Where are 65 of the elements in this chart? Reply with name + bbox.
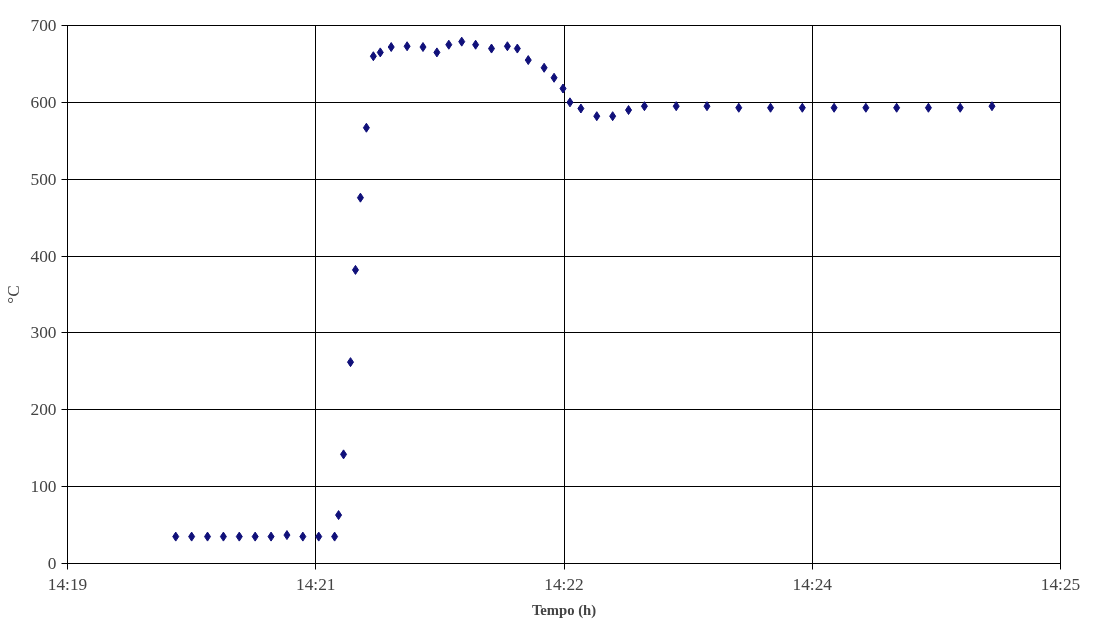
point (356, 192, 364, 203)
y-tick-label: 600 (30, 92, 57, 112)
point (988, 101, 996, 112)
point (235, 531, 243, 542)
point (767, 102, 775, 113)
point (347, 357, 355, 368)
point (577, 103, 585, 114)
y-tick-label: 0 (47, 554, 57, 573)
y-tick-label: 400 (30, 246, 57, 266)
point (419, 42, 427, 53)
x-tick-label: 14:22 (544, 574, 584, 594)
y-tick-label: 300 (30, 323, 57, 343)
x-tick-label: 14:25 (1040, 574, 1081, 594)
point (331, 531, 339, 542)
point (172, 531, 180, 542)
y-tick-label: 700 (30, 16, 57, 35)
point (403, 41, 411, 52)
point (340, 449, 348, 460)
point (315, 531, 323, 542)
point (524, 55, 532, 66)
point (703, 101, 711, 112)
point (376, 47, 384, 58)
point (362, 122, 370, 133)
point (369, 51, 377, 62)
point (387, 42, 395, 53)
x-axis-title: Tempo (h) (531, 601, 597, 619)
point (188, 531, 196, 542)
point (559, 83, 567, 94)
point (472, 39, 480, 50)
point (593, 111, 601, 122)
point (640, 101, 648, 112)
point (550, 72, 558, 83)
point (251, 531, 259, 542)
point (351, 264, 359, 275)
point (503, 41, 511, 52)
point (219, 531, 227, 542)
point (625, 105, 633, 116)
point (798, 102, 806, 113)
y-tick-label: 100 (30, 477, 57, 497)
point (335, 510, 343, 521)
y-tick-label: 200 (30, 400, 57, 420)
point (488, 43, 496, 54)
point (893, 102, 901, 113)
point (609, 111, 617, 122)
point (566, 97, 574, 108)
x-tick-label: 14:21 (296, 574, 336, 594)
point (924, 102, 932, 113)
point (735, 102, 743, 113)
point (445, 39, 453, 50)
x-tick-label: 14:24 (792, 574, 833, 594)
point (540, 62, 548, 73)
point (299, 531, 307, 542)
point (267, 531, 275, 542)
point (513, 43, 521, 54)
point (458, 36, 466, 47)
point (956, 102, 964, 113)
point (862, 102, 870, 113)
x-tick-label: 14:19 (47, 574, 88, 594)
point (830, 102, 838, 113)
y-tick-label: 500 (30, 169, 57, 189)
y-axis-title: °C (3, 285, 23, 304)
point (283, 530, 291, 541)
point (433, 47, 441, 58)
point (672, 101, 680, 112)
point (204, 531, 212, 542)
